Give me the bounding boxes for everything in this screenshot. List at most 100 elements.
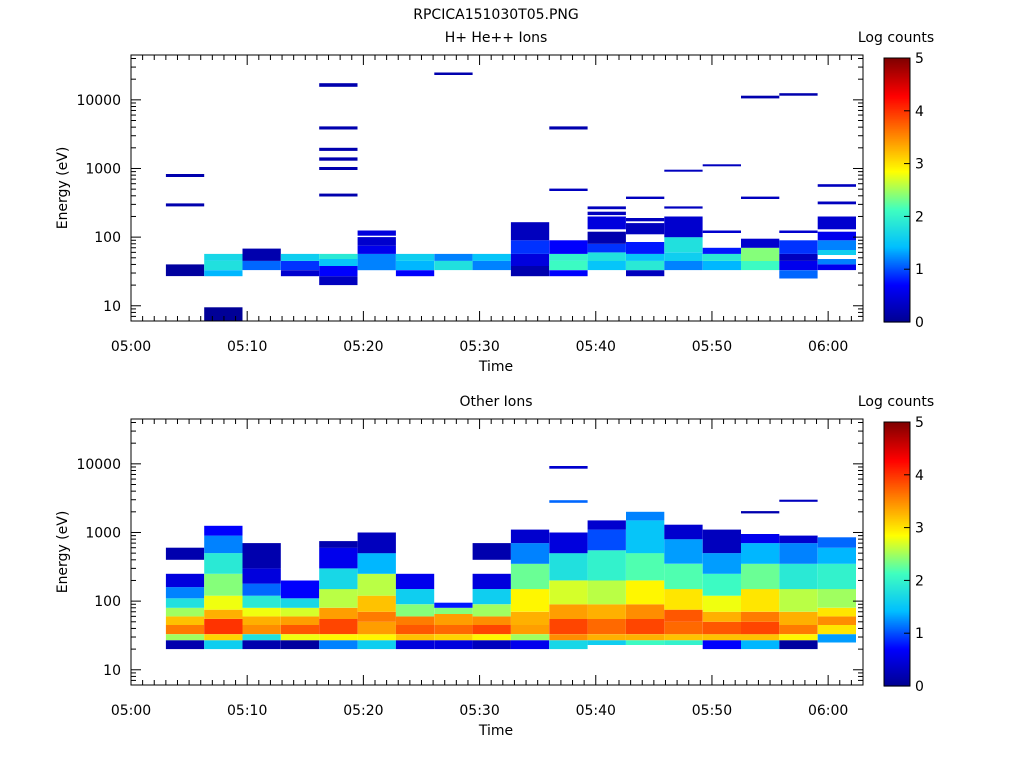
colorbar-swatch — [884, 88, 910, 91]
heatmap-cell — [510, 543, 550, 564]
heatmap-cell — [626, 223, 665, 235]
colorbar-swatch — [884, 226, 910, 229]
heatmap-cell — [587, 206, 626, 210]
heatmap-cell — [242, 616, 281, 625]
colorbar-swatch — [884, 678, 910, 681]
colorbar-swatch — [884, 478, 910, 481]
heatmap-cell — [357, 230, 396, 236]
heatmap-cell — [395, 640, 435, 650]
colorbar-swatch — [884, 502, 910, 505]
colorbar-swatch — [884, 218, 910, 221]
colorbar-swatch — [884, 578, 910, 581]
y-tick-label: 100 — [94, 230, 121, 246]
colorbar-swatch — [884, 236, 910, 239]
colorbar-swatch — [884, 648, 910, 651]
colorbar-swatch — [884, 642, 910, 645]
heatmap-cells — [165, 466, 856, 650]
colorbar-swatch — [884, 254, 910, 257]
colorbar-swatch — [884, 532, 910, 535]
heatmap-cell — [204, 260, 243, 271]
heatmap-cell — [510, 634, 550, 641]
colorbar-swatch — [884, 132, 910, 135]
colorbar-swatch — [884, 592, 910, 595]
heatmap-cell — [165, 587, 205, 599]
x-tick-label: 05:10 — [227, 339, 267, 355]
heatmap-cell — [242, 624, 281, 635]
colorbar-swatch — [884, 666, 910, 669]
colorbar-swatch — [884, 672, 910, 675]
heatmap-cell — [664, 609, 703, 622]
colorbar-swatch — [884, 434, 910, 437]
heatmap-cell — [242, 640, 281, 650]
heatmap-cell — [779, 611, 818, 625]
colorbar-swatch — [884, 286, 910, 289]
heatmap-cell — [702, 230, 741, 233]
heatmap-cell — [319, 193, 358, 197]
colorbar-swatch — [884, 194, 910, 197]
heatmap-cell — [357, 553, 396, 574]
colorbar-swatch — [884, 314, 910, 317]
heatmap-cell — [779, 634, 818, 641]
colorbar-swatch — [884, 206, 910, 209]
heatmap-cell — [242, 607, 281, 617]
colorbar-swatch — [884, 524, 910, 527]
heatmap-cell — [357, 573, 396, 596]
heatmap-cell — [741, 563, 780, 590]
heatmap-cell — [664, 169, 703, 172]
y-axis: 10 100 1000 10000 — [76, 58, 863, 322]
colorbar-swatch — [884, 164, 910, 167]
colorbar: 0 1 2 3 4 5 — [883, 51, 924, 331]
colorbar-swatch — [884, 308, 910, 311]
colorbar-swatch — [884, 606, 910, 609]
colorbar-swatch — [884, 604, 910, 607]
heatmap-cell — [395, 589, 435, 605]
heatmap-cell — [702, 553, 741, 574]
heatmap-cell — [626, 196, 665, 199]
colorbar-swatch — [884, 284, 910, 287]
colorbar-swatch — [884, 588, 910, 591]
heatmap-cell — [817, 563, 856, 590]
colorbar-swatch — [884, 556, 910, 559]
colorbar-tick-label: 1 — [915, 262, 924, 278]
heatmap-cell — [319, 634, 358, 641]
colorbar-swatch — [884, 440, 910, 443]
colorbar-swatch — [884, 454, 910, 457]
colorbar-frame — [883, 421, 911, 687]
colorbar-tick-label: 1 — [915, 626, 924, 642]
heatmap-cell — [817, 231, 856, 241]
colorbar-swatch — [884, 644, 910, 647]
heatmap-cell — [702, 164, 741, 167]
colorbar-swatch — [884, 660, 910, 663]
colorbar-swatch — [884, 564, 910, 567]
colorbar-swatch — [884, 432, 910, 435]
colorbar-swatch — [884, 536, 910, 539]
colorbar-swatch — [884, 438, 910, 441]
heatmap-cell — [434, 624, 473, 635]
heatmap-cell — [280, 253, 320, 261]
colorbar-swatch — [884, 278, 910, 281]
heatmap-cell — [204, 634, 243, 641]
heatmap-cell — [664, 563, 703, 590]
heatmap-cell — [280, 640, 320, 650]
heatmap-cell — [165, 174, 205, 177]
colorbar-swatch — [884, 552, 910, 555]
heatmap-cell — [204, 270, 243, 277]
colorbar-swatch — [884, 464, 910, 467]
heatmap-cell — [510, 611, 550, 625]
heatmap-cell — [510, 222, 550, 241]
colorbar-swatch — [884, 306, 910, 309]
heatmap-cell — [165, 616, 205, 625]
heatmap-cell — [319, 568, 358, 590]
colorbar-swatch — [884, 548, 910, 551]
colorbar-swatch — [884, 630, 910, 633]
heatmap-cell — [664, 206, 703, 209]
heatmap-cell — [587, 520, 626, 530]
colorbar-swatch — [884, 70, 910, 73]
colorbar-swatch — [884, 78, 910, 81]
heatmap-cell — [204, 535, 243, 554]
colorbar-swatch — [884, 240, 910, 243]
colorbar-swatch — [884, 244, 910, 247]
heatmap-cell — [472, 624, 511, 635]
colorbar-swatch — [884, 632, 910, 635]
